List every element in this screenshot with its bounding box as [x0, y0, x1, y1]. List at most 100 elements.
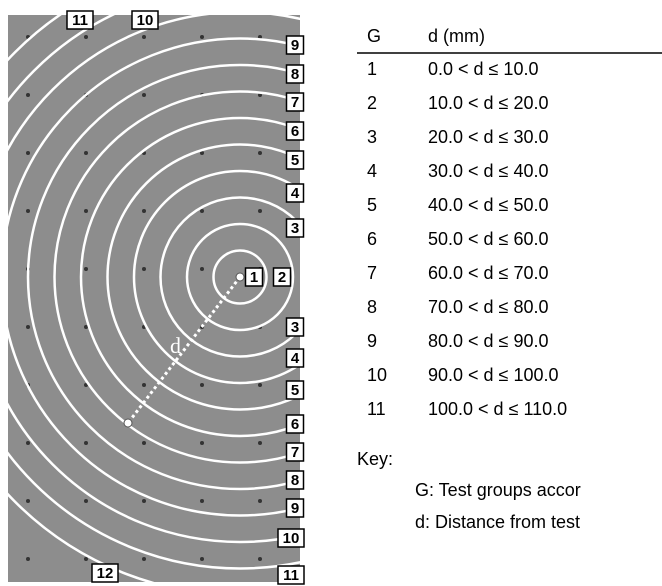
photo-dot	[200, 557, 204, 561]
ring-label: 4	[291, 350, 300, 367]
cell: 30.0 < d ≤ 40.0	[428, 161, 548, 181]
photo-dot	[200, 151, 204, 155]
test-point	[123, 418, 133, 428]
cell: 2	[367, 93, 377, 113]
cell: 80.0 < d ≤ 90.0	[428, 331, 548, 351]
cell: 90.0 < d ≤ 100.0	[428, 365, 558, 385]
cell: 40.0 < d ≤ 50.0	[428, 195, 548, 215]
photo-dot	[258, 383, 262, 387]
photo-dot	[142, 557, 146, 561]
photo-dot	[26, 441, 30, 445]
ring-label: 6	[291, 123, 299, 140]
header-cell: d (mm)	[428, 26, 485, 46]
ring	[8, 15, 300, 570]
cell: 60.0 < d ≤ 70.0	[428, 263, 548, 283]
photo-dot	[84, 267, 88, 271]
photo-dot	[84, 499, 88, 503]
photo-dot	[258, 151, 262, 155]
photo-dot	[142, 441, 146, 445]
label-box	[285, 183, 305, 203]
photo-dot	[142, 35, 146, 39]
cell: 100.0 < d ≤ 110.0	[428, 399, 567, 419]
photo-dot	[200, 383, 204, 387]
cell: 5	[367, 195, 377, 215]
photo-dot	[200, 35, 204, 39]
rings	[8, 15, 300, 582]
cell: 20.0 < d ≤ 30.0	[428, 127, 548, 147]
photo-dot	[142, 267, 146, 271]
cell: 11	[367, 399, 386, 419]
label-box	[285, 414, 305, 434]
ring-label: 7	[291, 94, 299, 111]
cell: 50.0 < d ≤ 60.0	[428, 229, 548, 249]
cell: 8	[367, 297, 377, 317]
ring-label: 1	[250, 269, 258, 286]
cell: 3	[367, 127, 377, 147]
ring-label: 3	[291, 319, 299, 336]
photo-dot	[26, 209, 30, 213]
ring-label: 3	[291, 220, 299, 237]
ring	[185, 222, 295, 332]
photo-dot	[84, 557, 88, 561]
label-box	[91, 563, 119, 583]
photo-dot	[84, 441, 88, 445]
label-box	[244, 267, 264, 287]
cell: 70.0 < d ≤ 80.0	[428, 297, 548, 317]
ring-label: 2	[278, 269, 286, 286]
label-box	[285, 35, 305, 55]
photo-dot	[142, 93, 146, 97]
ring-label: 12	[97, 565, 114, 582]
photo-dot	[258, 35, 262, 39]
cell: 7	[367, 263, 377, 283]
ring	[106, 143, 300, 411]
photo-dot	[26, 557, 30, 561]
ring	[79, 116, 300, 438]
label-box	[285, 92, 305, 112]
photo-dot	[258, 557, 262, 561]
photo-dot	[26, 325, 30, 329]
cell: 1	[367, 59, 377, 79]
label-box	[285, 380, 305, 400]
label-box	[277, 528, 305, 548]
cell: 0.0 < d ≤ 10.0	[428, 59, 538, 79]
photo-dot	[142, 499, 146, 503]
label-box	[131, 10, 159, 30]
cell: 6	[367, 229, 377, 249]
label-box	[285, 64, 305, 84]
key-title: Key:	[357, 449, 393, 469]
label-box	[285, 348, 305, 368]
label-box	[285, 442, 305, 462]
ring-label: 4	[291, 185, 300, 202]
key-item: d: Distance from test	[415, 512, 580, 532]
ring-label: 9	[291, 500, 299, 517]
photo-dot	[200, 499, 204, 503]
ring	[212, 249, 268, 305]
cell: 9	[367, 331, 377, 351]
photo-dot	[84, 151, 88, 155]
label-box	[285, 317, 305, 337]
label-box	[285, 121, 305, 141]
ring-label: 6	[291, 416, 299, 433]
ring-label: 11	[283, 567, 299, 584]
header-cell: G	[367, 26, 381, 46]
photo-dot	[258, 441, 262, 445]
cell: 4	[367, 161, 377, 181]
ring	[26, 63, 300, 491]
photo-dot	[258, 499, 262, 503]
photo-dot	[84, 325, 88, 329]
ring-label: 11	[72, 12, 88, 29]
ring-label: 9	[291, 37, 299, 54]
photo-dot	[200, 209, 204, 213]
label-box	[272, 267, 292, 287]
cell: 10.0 < d ≤ 20.0	[428, 93, 548, 113]
ring-label: 10	[137, 12, 154, 29]
photo-dot	[26, 499, 30, 503]
photo-dot	[258, 209, 262, 213]
photo-dot	[200, 267, 204, 271]
ring-label: 5	[291, 382, 299, 399]
ring-label: 10	[283, 530, 300, 547]
distance-label: d	[170, 333, 181, 358]
photo-dot	[26, 93, 30, 97]
